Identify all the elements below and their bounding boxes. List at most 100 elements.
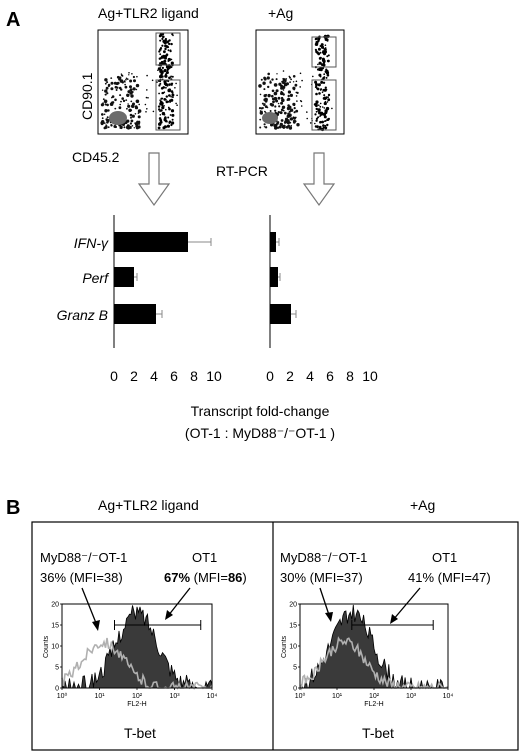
event-dot [319, 112, 321, 115]
histogram-right: 0 5 10 15 20 10⁰ 10¹ 10² 10³ 10⁴ Counts FL2-H [281, 602, 453, 709]
event-dot [169, 50, 172, 53]
event-dot [315, 92, 318, 96]
event-dot [131, 73, 133, 75]
event-dot [163, 50, 166, 54]
panel-a-left-condition: Ag+TLR2 ligand [98, 5, 199, 21]
event-dot [327, 98, 331, 102]
event-dot [292, 81, 295, 83]
event-dot [159, 119, 162, 121]
event-dot [164, 70, 167, 72]
event-dot [167, 116, 170, 119]
event-dot [103, 113, 106, 116]
event-dot [106, 92, 109, 95]
assay-label: RT-PCR [216, 163, 268, 179]
flow-plot-right [255, 29, 345, 135]
event-dot [138, 111, 140, 113]
event-dot [159, 33, 163, 37]
event-dot [104, 82, 107, 85]
event-dot [168, 83, 171, 86]
event-dot [280, 101, 284, 105]
event-dot [295, 109, 299, 113]
event-dot [145, 96, 148, 99]
event-dot [119, 94, 122, 97]
event-dot [163, 59, 167, 63]
event-dot [159, 53, 162, 56]
event-dot [121, 81, 125, 84]
x-tick-label: 6 [326, 368, 334, 384]
event-dot [175, 82, 177, 85]
event-dot [129, 85, 132, 89]
histogram-myd88-ko [299, 636, 449, 691]
gate-upper [155, 32, 181, 66]
event-dot [263, 123, 266, 126]
event-dot [262, 81, 266, 85]
event-dot [125, 77, 128, 80]
event-dot [260, 78, 263, 81]
event-dot [138, 103, 140, 106]
event-dot [267, 93, 271, 98]
y-tick-label: 20 [51, 602, 59, 609]
event-dot [106, 116, 109, 119]
event-dot [280, 96, 284, 100]
event-dot [159, 47, 163, 50]
event-dot [104, 103, 107, 106]
event-dot [282, 85, 286, 89]
down-arrow-icon [302, 152, 336, 207]
event-dot [135, 88, 138, 91]
event-dot [276, 73, 278, 75]
bar [114, 267, 134, 287]
arrow-icon [319, 587, 333, 622]
event-dot [162, 35, 165, 38]
event-dot [320, 43, 324, 47]
x-tick-label: 6 [170, 368, 178, 384]
event-dot [129, 92, 132, 95]
event-dot [106, 81, 109, 84]
event-dot [315, 40, 319, 45]
wt-stat-right: 41% (MFI=47) [408, 570, 491, 585]
event-dot [171, 33, 174, 36]
event-dot [125, 99, 128, 101]
x-tick-label: 2 [130, 368, 138, 384]
event-dot [158, 108, 161, 111]
event-dot [131, 125, 134, 127]
event-dot [317, 63, 319, 66]
event-dot [290, 124, 293, 127]
event-dot [259, 111, 263, 115]
event-dot [101, 89, 104, 91]
event-dot [170, 58, 173, 61]
panel-b-letter: B [6, 497, 20, 519]
event-dot [170, 61, 174, 65]
event-dot [263, 94, 267, 98]
event-dot [128, 72, 130, 74]
event-dot [324, 44, 327, 46]
event-dot [170, 109, 175, 113]
event-dot [167, 80, 170, 83]
event-dot [159, 39, 162, 42]
event-dot [171, 82, 174, 85]
event-dot [320, 114, 323, 116]
event-dot [157, 105, 161, 108]
event-dot [104, 78, 108, 82]
event-dot [128, 74, 130, 76]
event-dot [134, 113, 137, 115]
y-tick-label: 10 [289, 644, 297, 651]
x-tick-label: 8 [346, 368, 354, 384]
x-tick-label: 10³ [406, 693, 417, 700]
event-dot [101, 117, 104, 120]
event-dot [135, 83, 140, 88]
event-dot [164, 47, 167, 51]
event-dot [277, 121, 280, 124]
event-dot [175, 102, 177, 105]
event-dot [277, 102, 280, 105]
event-dot [159, 67, 162, 69]
arrow-icon [390, 587, 421, 624]
event-dot [288, 114, 291, 117]
event-dot [161, 111, 166, 116]
event-dot [273, 96, 278, 101]
event-dot [107, 83, 111, 87]
event-dot [160, 87, 164, 90]
event-dot [316, 87, 320, 91]
event-dot [128, 108, 132, 113]
wt-mfi-left: 86 [228, 570, 242, 585]
event-dot [137, 115, 141, 119]
